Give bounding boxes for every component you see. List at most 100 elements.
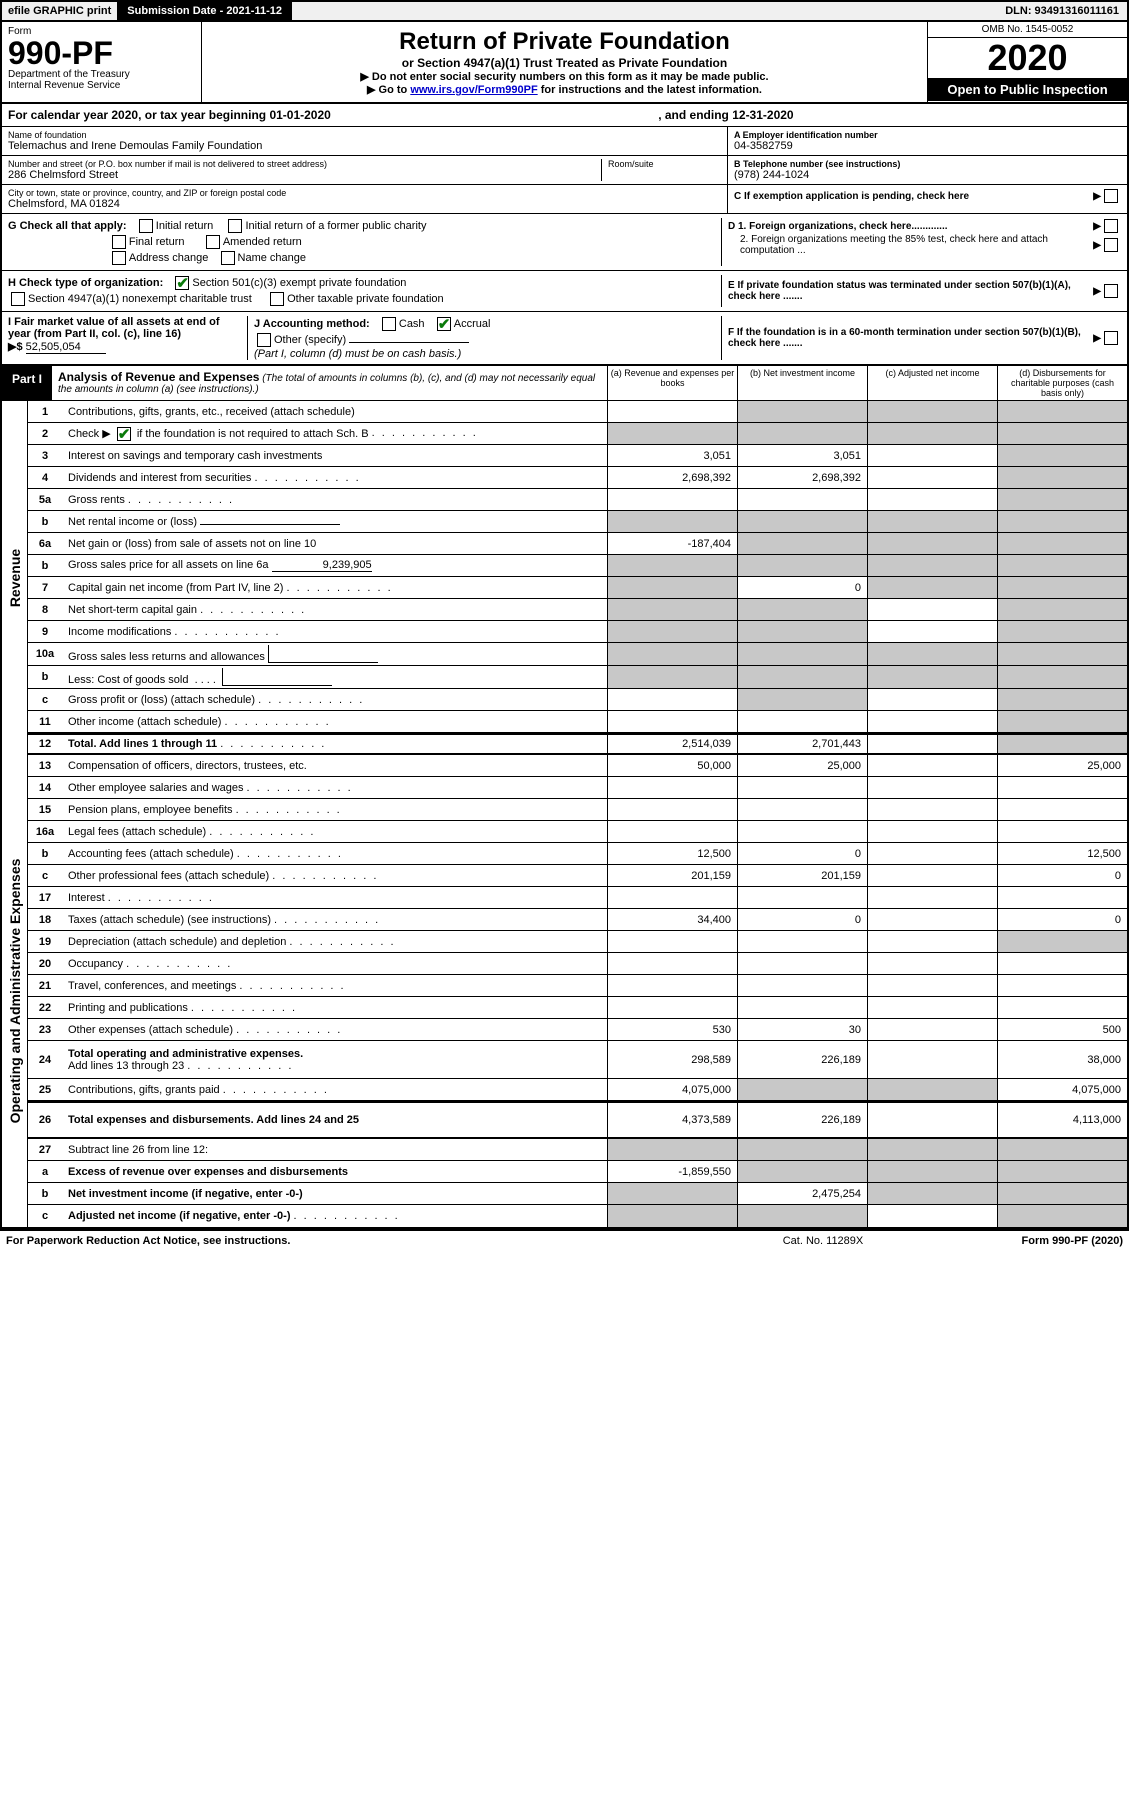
c-checkbox[interactable] <box>1104 189 1118 203</box>
cell-c <box>867 666 997 688</box>
address-change-checkbox[interactable] <box>112 251 126 265</box>
cell-a <box>607 423 737 444</box>
h-left: H Check type of organization: Section 50… <box>8 275 721 307</box>
cell-d: 25,000 <box>997 755 1127 776</box>
part1-badge: Part I <box>2 366 52 400</box>
cell-d: 38,000 <box>997 1041 1127 1078</box>
cell-b: 0 <box>737 577 867 598</box>
final-return-checkbox[interactable] <box>112 235 126 249</box>
ln: 26 <box>28 1114 62 1126</box>
cell-a <box>607 621 737 642</box>
row-21: 21Travel, conferences, and meetings <box>28 975 1127 997</box>
cell-a <box>607 1183 737 1204</box>
dln: DLN: 93491316011161 <box>997 2 1127 20</box>
4947-checkbox[interactable] <box>11 292 25 306</box>
omb-number: OMB No. 1545-0052 <box>928 22 1127 38</box>
ssn-note: ▶ Do not enter social security numbers o… <box>208 70 921 83</box>
dots <box>225 716 331 728</box>
dots <box>274 914 380 926</box>
row-6b: bGross sales price for all assets on lin… <box>28 555 1127 577</box>
name-row: Name of foundation Telemachus and Irene … <box>2 127 727 156</box>
cell-a <box>607 555 737 576</box>
initial-former-checkbox[interactable] <box>228 219 242 233</box>
j-label: J Accounting method: <box>254 318 370 330</box>
initial-return: Initial return <box>156 220 213 232</box>
desc: Dividends and interest from securities <box>62 470 607 486</box>
accrual-checkbox[interactable] <box>437 317 451 331</box>
cell-b <box>737 799 867 820</box>
schb-checkbox[interactable] <box>117 427 131 441</box>
r22-text: Printing and publications <box>68 1002 188 1014</box>
cell-b: 3,051 <box>737 445 867 466</box>
street-label: Number and street (or P.O. box number if… <box>8 159 601 169</box>
name-change-checkbox[interactable] <box>221 251 235 265</box>
instructions-link[interactable]: www.irs.gov/Form990PF <box>410 84 537 96</box>
cell-b <box>737 643 867 665</box>
d1-checkbox[interactable] <box>1104 219 1118 233</box>
tel: (978) 244-1024 <box>734 169 1121 181</box>
r6b-val: 9,239,905 <box>272 559 372 572</box>
ln: c <box>28 1210 62 1222</box>
cell-d <box>997 735 1127 753</box>
cell-d <box>997 533 1127 554</box>
cell-d <box>997 577 1127 598</box>
row-5a: 5aGross rents <box>28 489 1127 511</box>
dots <box>128 494 234 506</box>
r2-text: if the foundation is not required to att… <box>137 427 369 439</box>
amended: Amended return <box>223 236 302 248</box>
cell-d <box>997 401 1127 422</box>
revenue-block: Revenue 1Contributions, gifts, grants, e… <box>2 401 1127 755</box>
other-taxable-checkbox[interactable] <box>270 292 284 306</box>
d1-label: D 1. Foreign organizations, check here..… <box>728 221 948 232</box>
city-row: City or town, state or province, country… <box>2 185 727 213</box>
row-10b: bLess: Cost of goods sold . . . . <box>28 666 1127 689</box>
initial-return-checkbox[interactable] <box>139 219 153 233</box>
cell-b <box>737 401 867 422</box>
cell-b <box>737 777 867 798</box>
desc: Occupancy <box>62 956 607 972</box>
r27c-text: Adjusted net income (if negative, enter … <box>68 1210 290 1222</box>
desc: Pension plans, employee benefits <box>62 802 607 818</box>
other-method: Other (specify) <box>274 334 346 346</box>
other-method-checkbox[interactable] <box>257 333 271 347</box>
arrow-icon: ▶ <box>1093 191 1101 202</box>
other-taxable: Other taxable private foundation <box>287 293 444 305</box>
ln: c <box>28 870 62 882</box>
ln: 20 <box>28 958 62 970</box>
501c3-checkbox[interactable] <box>175 276 189 290</box>
arrow-icon: ▶ <box>1093 221 1101 232</box>
dots <box>372 427 478 439</box>
row-27: 27Subtract line 26 from line 12: <box>28 1139 1127 1161</box>
cell-c <box>867 821 997 842</box>
dots <box>209 826 315 838</box>
r25-text: Contributions, gifts, grants paid <box>68 1084 220 1096</box>
f-checkbox[interactable] <box>1104 331 1118 345</box>
cell-c <box>867 467 997 488</box>
desc: Gross sales less returns and allowances <box>62 643 607 665</box>
desc: Net investment income (if negative, ente… <box>62 1186 607 1202</box>
cell-b: 2,701,443 <box>737 735 867 753</box>
room-cell: Room/suite <box>601 159 721 181</box>
cell-a: 4,373,589 <box>607 1103 737 1137</box>
cash-checkbox[interactable] <box>382 317 396 331</box>
r19-text: Depreciation (attach schedule) and deple… <box>68 936 286 948</box>
ln: 11 <box>28 716 62 728</box>
dots <box>286 582 392 594</box>
revenue-side: Revenue <box>2 401 28 755</box>
r10a-box <box>268 645 378 663</box>
final-return: Final return <box>129 236 185 248</box>
d2-checkbox[interactable] <box>1104 238 1118 252</box>
ln: 27 <box>28 1144 62 1156</box>
expenses-side: Operating and Administrative Expenses <box>2 755 28 1227</box>
dots <box>200 604 306 616</box>
cell-c <box>867 887 997 908</box>
e-checkbox[interactable] <box>1104 284 1118 298</box>
cell-a: 3,051 <box>607 445 737 466</box>
desc: Interest on savings and temporary cash i… <box>62 448 607 464</box>
r23-text: Other expenses (attach schedule) <box>68 1024 233 1036</box>
r16c-text: Other professional fees (attach schedule… <box>68 870 269 882</box>
amended-checkbox[interactable] <box>206 235 220 249</box>
cell-d <box>997 1205 1127 1227</box>
row-23: 23Other expenses (attach schedule) 53030… <box>28 1019 1127 1041</box>
cell-b: 0 <box>737 843 867 864</box>
